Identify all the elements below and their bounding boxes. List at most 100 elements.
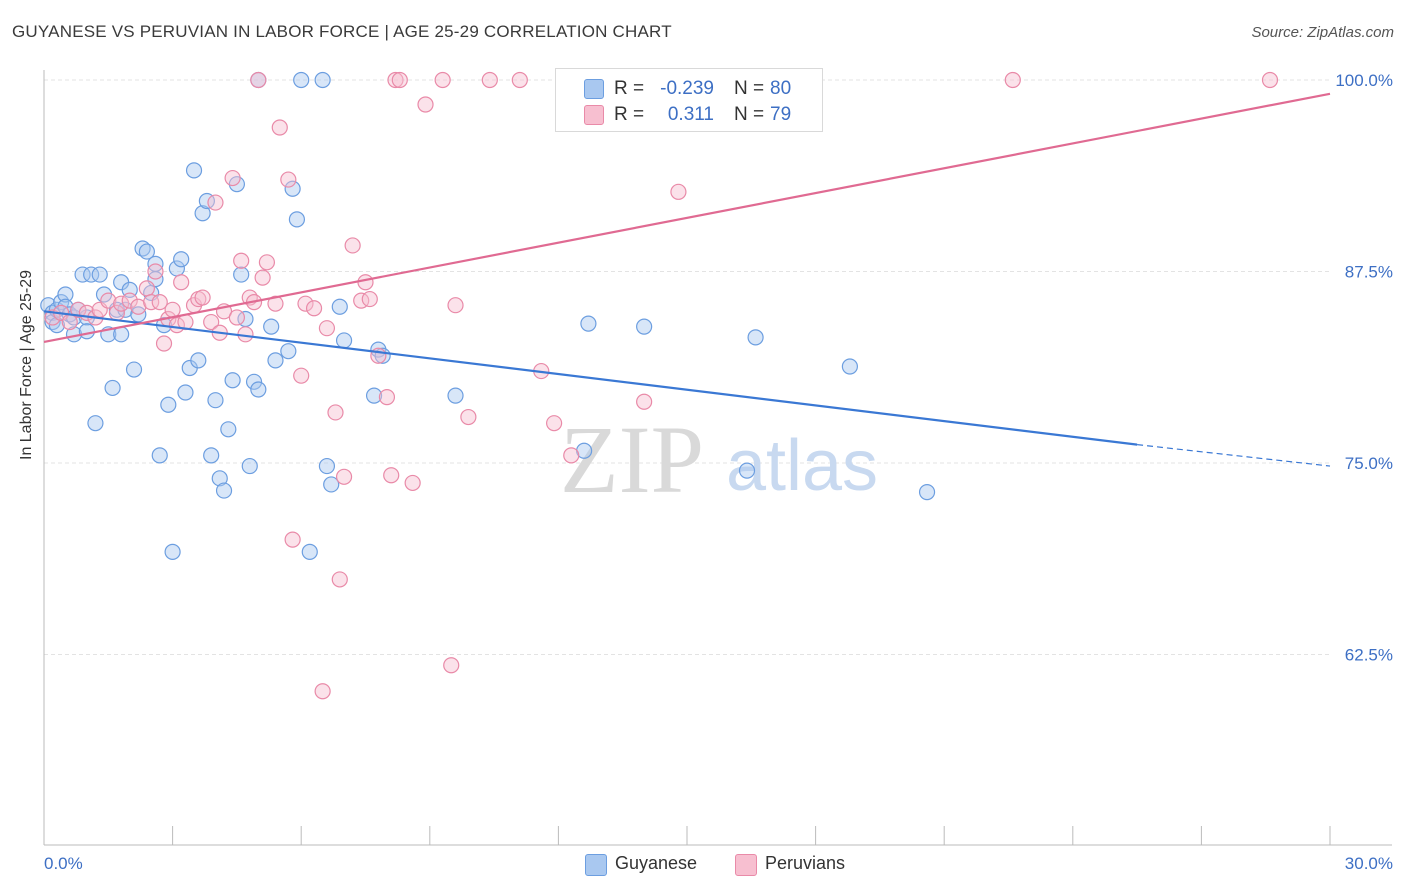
legend-swatch-peruvians <box>584 105 604 125</box>
point-guyanese <box>747 329 764 346</box>
point-peruvians <box>383 467 400 484</box>
point-guyanese <box>314 71 331 89</box>
point-peruvians <box>207 194 224 211</box>
point-guyanese <box>87 415 104 432</box>
point-peruvians <box>138 280 155 297</box>
legend-n-value: 79 <box>770 104 792 125</box>
legend-row-peruvians: R = 0.311 N = 79 <box>556 102 822 128</box>
point-peruvians <box>1004 71 1021 89</box>
trend-lines <box>43 92 1331 467</box>
point-guyanese <box>185 162 203 179</box>
point-guyanese <box>738 462 756 479</box>
point-peruvians <box>70 301 87 318</box>
point-peruvians <box>447 297 464 314</box>
point-peruvians <box>331 571 348 588</box>
point-guyanese <box>580 315 597 332</box>
point-peruvians <box>228 309 245 326</box>
legend-swatch-peruvians <box>735 854 757 876</box>
point-peruvians <box>194 289 211 306</box>
trend-line-guyanese <box>43 310 1138 446</box>
point-peruvians <box>271 119 288 136</box>
point-guyanese <box>164 543 181 560</box>
point-peruvians <box>357 274 374 291</box>
point-peruvians <box>113 295 130 312</box>
tick-labels: 62.5% 75.0% 87.5% 100.0% 0.0% 30.0% <box>44 71 1393 873</box>
point-guyanese <box>138 243 155 260</box>
point-peruvians <box>460 408 477 426</box>
point-guyanese <box>160 396 177 413</box>
gridlines <box>44 79 1330 655</box>
point-peruvians <box>636 393 653 410</box>
trend-line-peruvians <box>43 92 1331 344</box>
watermark: ZIP atlas <box>560 406 878 513</box>
point-guyanese <box>224 372 241 389</box>
point-peruvians <box>203 313 220 331</box>
point-guyanese <box>83 266 100 283</box>
point-guyanese <box>125 361 143 378</box>
point-guyanese <box>250 381 267 398</box>
point-guyanese <box>177 384 194 401</box>
point-peruvians <box>434 71 451 89</box>
axes <box>43 70 1392 846</box>
point-peruvians <box>254 269 271 286</box>
legend-n-label: N = <box>734 104 765 125</box>
point-peruvians <box>284 531 301 548</box>
point-guyanese <box>233 266 250 283</box>
point-peruvians <box>100 292 117 309</box>
point-guyanese <box>293 71 310 89</box>
point-guyanese <box>91 266 108 283</box>
chart-source: Source: ZipAtlas.com <box>1251 24 1394 41</box>
point-peruvians <box>378 389 396 406</box>
point-guyanese <box>447 387 464 404</box>
point-peruvians <box>297 295 314 312</box>
point-peruvians <box>327 404 344 421</box>
point-peruvians <box>361 290 378 308</box>
y-tick-label: 87.5% <box>1345 263 1393 282</box>
point-guyanese <box>301 543 318 560</box>
point-guyanese <box>57 286 74 303</box>
watermark-zip: ZIP <box>560 406 704 513</box>
point-guyanese <box>173 251 190 268</box>
legend-swatch-guyanese <box>585 854 607 876</box>
chart-title: GUYANESE VS PERUVIAN IN LABOR FORCE | AG… <box>12 22 672 41</box>
point-peruvians <box>305 300 323 317</box>
point-peruvians <box>155 335 173 352</box>
point-guyanese <box>48 317 65 334</box>
point-guyanese <box>335 332 353 349</box>
point-peruvians <box>267 295 284 312</box>
point-peruvians <box>147 263 164 280</box>
point-guyanese <box>280 343 297 360</box>
point-guyanese <box>841 358 858 375</box>
point-guyanese <box>318 457 336 475</box>
point-peruvians <box>250 71 267 89</box>
legend-r-label: R = <box>614 78 645 99</box>
point-peruvians <box>233 252 250 269</box>
point-peruvians <box>143 294 160 311</box>
legend-n-label: N = <box>734 78 765 99</box>
y-tick-label: 75.0% <box>1345 454 1393 473</box>
point-peruvians <box>1261 71 1279 89</box>
point-guyanese <box>636 318 653 335</box>
y-tick-label: 100.0% <box>1335 71 1393 90</box>
point-peruvians <box>258 254 276 271</box>
point-peruvians <box>173 274 190 291</box>
point-guyanese <box>151 447 168 464</box>
point-guyanese <box>284 180 301 197</box>
point-guyanese <box>203 447 220 464</box>
point-guyanese <box>331 298 348 315</box>
point-peruvians <box>546 415 563 432</box>
legend-label-peruvians: Peruvians <box>765 853 846 873</box>
legend-r-value: -0.239 <box>660 78 714 99</box>
point-peruvians <box>314 683 331 700</box>
point-guyanese <box>288 211 306 228</box>
x-tick-label: 0.0% <box>44 854 83 873</box>
point-peruvians <box>443 657 460 674</box>
y-tick-label: 62.5% <box>1345 646 1393 665</box>
point-guyanese <box>207 392 224 409</box>
y-axis-label: In Labor Force | Age 25-29 <box>18 269 35 460</box>
point-peruvians <box>344 237 361 254</box>
legend-n-value: 80 <box>770 78 792 99</box>
point-peruvians <box>481 71 498 89</box>
point-guyanese <box>74 266 91 283</box>
